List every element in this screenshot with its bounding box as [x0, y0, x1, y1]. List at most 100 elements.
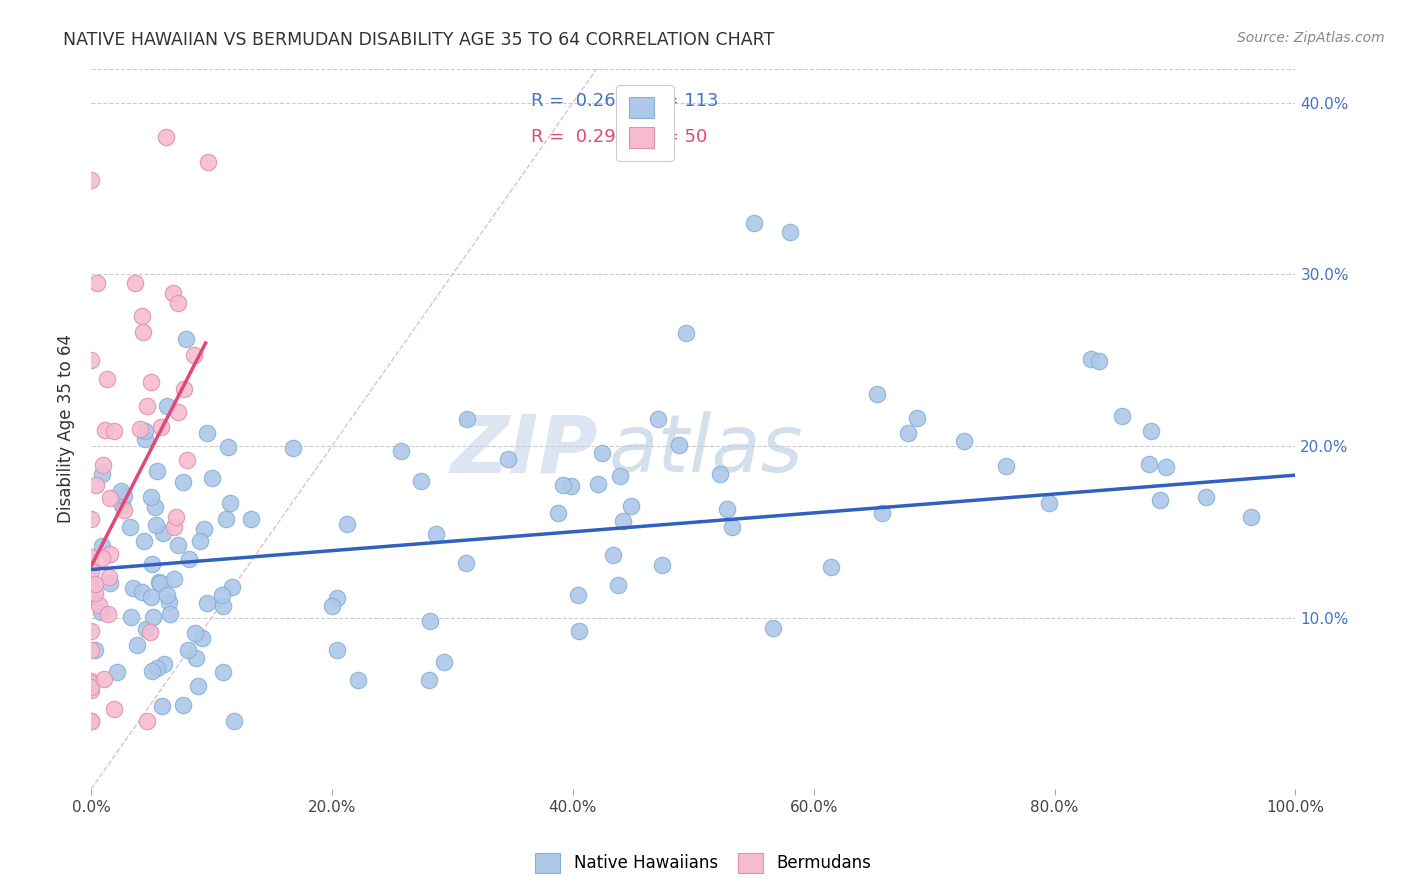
Point [1038, 496, 1060, 510]
Point [201, 471, 224, 485]
Point [419, 614, 441, 628]
Point [820, 559, 842, 574]
Point [135, 622, 157, 636]
Point [131, 585, 153, 599]
Point [155, 130, 177, 145]
Text: NATIVE HAWAIIAN VS BERMUDAN DISABILITY AGE 35 TO 64 CORRELATION CHART: NATIVE HAWAIIAN VS BERMUDAN DISABILITY A… [63, 31, 775, 49]
Point [211, 599, 233, 613]
Point [560, 479, 582, 493]
Point [124, 276, 146, 290]
Point [80, 353, 103, 368]
Point [411, 474, 433, 488]
Point [98, 491, 121, 505]
Point [91, 551, 114, 566]
Point [105, 665, 128, 679]
Point [83, 576, 105, 591]
Point [547, 507, 569, 521]
Point [80, 676, 103, 690]
Point [865, 386, 887, 401]
Point [215, 512, 238, 526]
Point [80, 681, 103, 695]
Point [184, 651, 207, 665]
Point [80, 714, 103, 728]
Point [174, 332, 197, 346]
Point [121, 581, 143, 595]
Point [150, 699, 173, 714]
Point [120, 610, 142, 624]
Point [456, 412, 478, 426]
Point [80, 565, 103, 579]
Point [134, 432, 156, 446]
Point [145, 517, 167, 532]
Point [211, 665, 233, 679]
Point [80, 173, 103, 187]
Point [709, 467, 731, 482]
Point [80, 590, 103, 604]
Point [80, 624, 103, 639]
Point [870, 506, 893, 520]
Point [165, 509, 187, 524]
Point [163, 573, 186, 587]
Point [146, 464, 169, 478]
Point [1140, 424, 1163, 438]
Point [94, 423, 117, 437]
Point [742, 216, 765, 230]
Point [779, 225, 801, 239]
Point [84, 478, 107, 492]
Point [141, 375, 163, 389]
Point [326, 642, 349, 657]
Point [896, 425, 918, 440]
Point [675, 326, 697, 340]
Point [125, 638, 148, 652]
Point [100, 547, 122, 561]
Point [97, 607, 120, 621]
Point [96, 372, 118, 386]
Point [132, 325, 155, 339]
Point [143, 500, 166, 515]
Point [762, 621, 785, 635]
Point [222, 714, 245, 728]
Text: atlas: atlas [609, 411, 804, 490]
Point [191, 631, 214, 645]
Point [184, 626, 207, 640]
Point [551, 478, 574, 492]
Point [1194, 491, 1216, 505]
Point [100, 575, 122, 590]
Point [138, 624, 160, 639]
Point [80, 549, 103, 564]
Text: ZIP: ZIP [450, 411, 598, 490]
Point [347, 673, 370, 688]
Point [953, 434, 976, 448]
Point [159, 607, 181, 621]
Point [995, 459, 1018, 474]
Point [91, 467, 114, 481]
Point [162, 285, 184, 300]
Point [326, 591, 349, 606]
Legend: Native Hawaiians, Bermudans: Native Hawaiians, Bermudans [529, 847, 877, 880]
Point [187, 679, 209, 693]
Point [97, 570, 120, 584]
Point [131, 309, 153, 323]
Point [183, 348, 205, 362]
Point [188, 534, 211, 549]
Point [152, 657, 174, 671]
Point [1088, 354, 1111, 368]
Point [195, 426, 218, 441]
Point [609, 468, 631, 483]
Point [118, 520, 141, 534]
Point [567, 588, 589, 602]
Point [172, 698, 194, 712]
Point [80, 643, 103, 657]
Point [167, 404, 190, 418]
Point [389, 444, 412, 458]
Point [141, 665, 163, 679]
Point [87, 599, 110, 613]
Point [80, 578, 103, 592]
Point [1137, 458, 1160, 472]
Point [152, 525, 174, 540]
Point [197, 155, 219, 169]
Point [111, 498, 134, 512]
Point [1156, 460, 1178, 475]
Point [142, 609, 165, 624]
Point [454, 556, 477, 570]
